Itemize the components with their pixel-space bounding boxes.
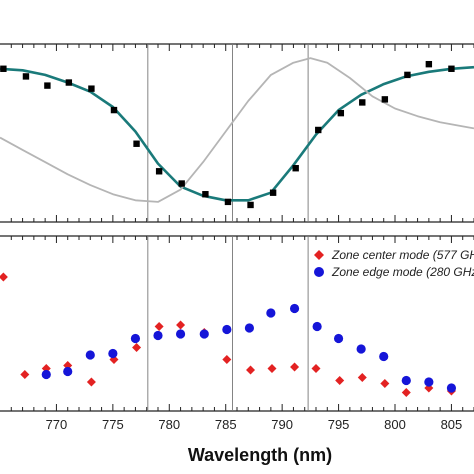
zone-edge-point [266, 308, 276, 318]
zone-center-point [246, 365, 256, 375]
measured-square-point [202, 191, 209, 198]
measured-square-point [381, 96, 389, 103]
legend-label-zone-center: Zone center mode (577 GHz) [331, 248, 474, 262]
bottom-panel [0, 235, 474, 412]
legend: Zone center mode (577 GHz) Zone edge mod… [314, 248, 474, 279]
measured-square-point [88, 85, 95, 92]
measured-square-point [292, 165, 299, 172]
teal-fit-curve [0, 65, 474, 202]
x-tick-label: 780 [158, 417, 180, 432]
measured-square-point [44, 82, 51, 89]
zone-center-point [380, 379, 390, 388]
zone-edge-point [446, 383, 457, 393]
x-axis-title: Wavelength (nm) [188, 445, 332, 465]
measured-square-point [269, 189, 277, 196]
x-tick-label: 775 [102, 417, 124, 432]
zone-edge-point [153, 330, 163, 341]
zone-edge-point [379, 351, 389, 362]
x-tick-label: 800 [384, 417, 406, 432]
zone-center-point [20, 370, 30, 379]
measured-square-point [448, 65, 455, 72]
zone-center-point [267, 364, 277, 373]
zone-center-point [335, 376, 345, 385]
legend-marker-zone-center [314, 250, 324, 260]
measured-square-point [404, 71, 411, 79]
zone-edge-point [199, 329, 209, 339]
zone-center-point [154, 322, 164, 331]
zone-center-point [0, 272, 8, 282]
zone-center-point [86, 377, 96, 387]
zone-edge-point [175, 329, 186, 339]
measured-square-point [425, 60, 433, 68]
zone-edge-point [85, 350, 95, 360]
x-tick-label: 790 [271, 417, 293, 432]
x-tick-label: 795 [328, 417, 350, 432]
zone-edge-point [333, 333, 344, 344]
measured-square-point [224, 198, 232, 206]
zone-edge-point [130, 333, 141, 344]
zone-edge-point [41, 369, 51, 380]
measured-square-point [133, 140, 140, 147]
zone-edge-point [222, 324, 232, 335]
zone-center-point [311, 364, 321, 373]
measured-square-point [337, 109, 345, 117]
zone-center-point [176, 320, 186, 330]
measured-square-point [110, 106, 118, 114]
measured-square-point [0, 65, 7, 72]
measured-square-point [155, 168, 163, 175]
zone-edge-point [63, 366, 73, 377]
measured-square-point [247, 201, 254, 209]
measured-square-point [65, 79, 73, 86]
x-tick-label: 770 [46, 417, 68, 432]
measured-square-point [315, 126, 322, 134]
zone-edge-point [289, 303, 300, 314]
x-tick-label: 785 [215, 417, 237, 432]
zone-edge-point [244, 323, 255, 333]
measured-square-point [178, 180, 185, 187]
zone-center-point [290, 362, 300, 372]
legend-marker-zone-edge [314, 267, 324, 277]
zone-edge-point [401, 375, 411, 386]
zone-edge-point [108, 348, 118, 359]
measured-square-point [359, 99, 366, 106]
legend-label-zone-edge: Zone edge mode (280 GHz) [331, 265, 474, 279]
zone-center-point [132, 343, 142, 352]
measured-square-point [22, 73, 30, 80]
zone-center-point [357, 373, 367, 382]
zone-edge-point [356, 344, 366, 354]
zone-center-point [401, 388, 411, 397]
zone-edge-point [424, 377, 434, 387]
x-tick-labels: 770 775 780 785 790 795 800 805 [46, 417, 463, 432]
top-panel [0, 43, 474, 223]
zone-center-point [222, 355, 232, 364]
zone-edge-point [312, 321, 322, 332]
x-tick-label: 805 [441, 417, 463, 432]
